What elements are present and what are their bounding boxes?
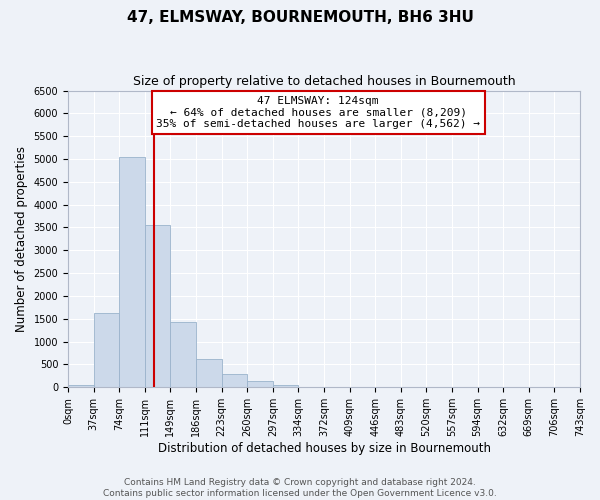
- Title: Size of property relative to detached houses in Bournemouth: Size of property relative to detached ho…: [133, 75, 515, 88]
- Bar: [68, 384, 94, 387]
- Bar: [221, 374, 247, 387]
- Bar: [247, 381, 273, 387]
- Y-axis label: Number of detached properties: Number of detached properties: [15, 146, 28, 332]
- Bar: [196, 360, 221, 387]
- Text: 47 ELMSWAY: 124sqm
← 64% of detached houses are smaller (8,209)
35% of semi-deta: 47 ELMSWAY: 124sqm ← 64% of detached hou…: [156, 96, 480, 129]
- Bar: [170, 322, 196, 387]
- Text: Contains HM Land Registry data © Crown copyright and database right 2024.
Contai: Contains HM Land Registry data © Crown c…: [103, 478, 497, 498]
- Bar: [145, 224, 170, 387]
- Bar: [94, 314, 119, 387]
- X-axis label: Distribution of detached houses by size in Bournemouth: Distribution of detached houses by size …: [158, 442, 491, 455]
- Bar: [273, 385, 298, 387]
- Bar: [119, 156, 145, 387]
- Text: 47, ELMSWAY, BOURNEMOUTH, BH6 3HU: 47, ELMSWAY, BOURNEMOUTH, BH6 3HU: [127, 10, 473, 25]
